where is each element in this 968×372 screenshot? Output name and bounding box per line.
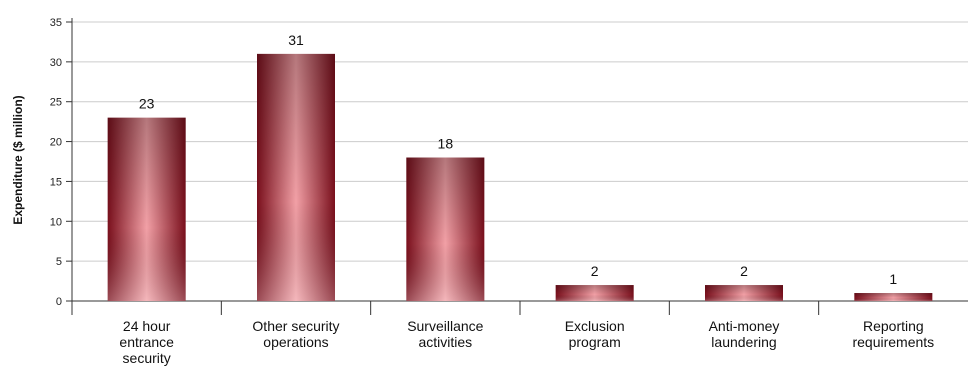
data-label-2: 31 [288,32,304,48]
bars [107,53,933,302]
bar-shade-4 [555,285,634,301]
category-label-line: Other security [252,318,339,334]
bar-shade-2 [257,53,335,302]
data-label-3: 18 [438,136,454,152]
category-label-line: program [569,334,621,350]
y-tick-label-5: 5 [56,256,62,268]
y-tick-label-30: 30 [50,57,62,69]
category-label-line: requirements [852,334,934,350]
category-label-3: Surveillance activities [407,318,483,350]
category-label-line: entrance [119,334,174,350]
category-label-line: Anti-money [709,318,780,334]
y-tick-label-15: 15 [50,176,62,188]
category-label-line: Reporting [863,318,924,334]
bar-shade-1 [107,117,186,302]
bar-shade-3 [406,157,485,301]
y-axis-title: Expenditure ($ million) [11,95,25,224]
category-label-6: Reporting requirements [852,318,934,350]
category-label-line: activities [418,334,472,350]
category-label-5: Anti-money laundering [709,318,780,350]
category-label-4: Exclusion program [565,318,625,350]
data-label-5: 2 [740,263,748,279]
y-tick-label-0: 0 [56,296,62,308]
bar-shade-5 [705,285,783,301]
y-tick-label-20: 20 [50,137,62,149]
category-label-line: security [123,350,171,366]
y-tick-label-25: 25 [50,97,62,109]
gridlines [72,21,968,262]
category-label-1: 24 hour entrance security [119,318,174,366]
category-label-line: operations [263,334,328,350]
category-label-line: 24 hour [123,318,171,334]
data-label-6: 1 [889,271,897,287]
labels: 0 5 10 15 20 25 30 35 23 24 hour entrance security 3… [50,17,934,366]
category-label-2: Other security operations [252,318,339,350]
data-label-1: 23 [139,96,155,112]
category-label-line: laundering [711,334,776,350]
y-tick-label-10: 10 [50,216,62,228]
axes [66,18,968,315]
data-label-4: 2 [591,263,599,279]
category-label-line: Surveillance [407,318,483,334]
bar-shade-6 [854,293,933,301]
category-label-line: Exclusion [565,318,625,334]
y-tick-label-35: 35 [50,17,62,29]
